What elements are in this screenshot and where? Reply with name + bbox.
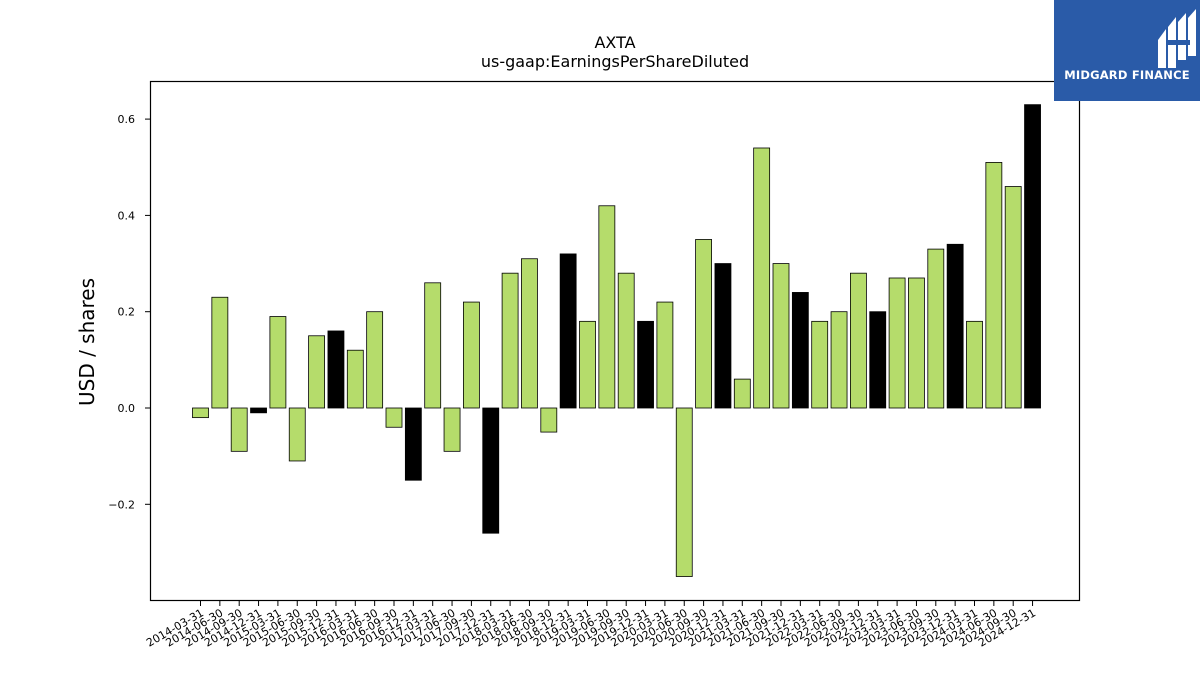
bar-2024-12-31 xyxy=(1024,104,1041,409)
plot-frame xyxy=(149,80,1081,602)
bar-2022-09-30 xyxy=(850,272,867,409)
bar-2019-12-31 xyxy=(637,320,654,409)
bar-2020-03-31 xyxy=(656,301,674,409)
bar-2014-06-30 xyxy=(211,296,229,409)
y-tick-label: 0.2 xyxy=(118,306,136,319)
y-ticks-group: −0.2 0.0 0.2 0.4 0.6 xyxy=(108,113,150,511)
bar-2021-06-30 xyxy=(753,147,771,409)
bar-2023-09-30 xyxy=(927,248,945,409)
bar-2014-03-31 xyxy=(192,407,209,419)
bar-2020-12-31 xyxy=(714,263,732,409)
bar-2024-09-30 xyxy=(1004,186,1022,409)
bar-2022-12-31 xyxy=(869,311,887,409)
chart-title: AXTA xyxy=(594,33,635,52)
y-axis-label: USD / shares xyxy=(75,278,99,406)
bar-2018-03-31 xyxy=(501,272,519,409)
bar-2016-06-30 xyxy=(366,311,384,409)
bar-2022-03-31 xyxy=(811,320,829,409)
bar-2017-12-31 xyxy=(482,407,500,534)
bar-2020-06-30 xyxy=(675,407,693,577)
bar-2024-06-30 xyxy=(985,162,1003,409)
bar-2023-06-30 xyxy=(908,277,925,409)
x-ticks-group: 2014-03-312014-06-302014-09-302014-12-31… xyxy=(144,601,1038,650)
bar-2023-12-31 xyxy=(946,243,964,409)
chart-subtitle: us-gaap:EarningsPerShareDiluted xyxy=(481,52,749,71)
bar-2015-03-31 xyxy=(269,316,287,409)
bar-2019-03-31 xyxy=(579,320,596,409)
midgard-finance-logo: MIDGARD FINANCE xyxy=(1054,0,1200,101)
y-tick-label: 0.0 xyxy=(118,402,136,415)
bar-2021-12-31 xyxy=(791,292,809,409)
y-tick-label: 0.4 xyxy=(118,209,136,222)
bar-2017-03-31 xyxy=(424,282,442,409)
bar-2020-09-30 xyxy=(695,239,712,409)
bar-2018-09-30 xyxy=(540,407,558,433)
bar-2017-06-30 xyxy=(443,407,461,452)
bar-2021-09-30 xyxy=(772,263,790,409)
bar-2023-03-31 xyxy=(888,277,906,409)
bar-2017-09-30 xyxy=(462,301,480,409)
bars-group xyxy=(192,104,1041,577)
bar-2019-06-30 xyxy=(598,205,616,409)
bar-2015-06-30 xyxy=(288,407,306,462)
midgard-logo-mark-icon xyxy=(1158,9,1196,68)
bar-2014-12-31 xyxy=(250,407,267,414)
y-tick-label: 0.6 xyxy=(118,113,136,126)
bar-2015-12-31 xyxy=(327,330,345,409)
bar-2019-09-30 xyxy=(617,272,635,409)
bar-2015-09-30 xyxy=(308,335,326,409)
brand-name: MIDGARD FINANCE xyxy=(1064,68,1190,82)
bar-2016-09-30 xyxy=(385,407,403,428)
bar-2018-12-31 xyxy=(559,253,577,409)
bar-2016-03-31 xyxy=(346,349,364,409)
bar-2024-03-31 xyxy=(966,320,983,409)
y-tick-label: −0.2 xyxy=(108,498,135,511)
bar-2018-06-30 xyxy=(521,258,538,409)
bar-2022-06-30 xyxy=(830,311,848,409)
bar-2016-12-31 xyxy=(404,407,422,481)
bar-2021-03-31 xyxy=(733,378,751,409)
bar-2014-09-30 xyxy=(230,407,248,452)
